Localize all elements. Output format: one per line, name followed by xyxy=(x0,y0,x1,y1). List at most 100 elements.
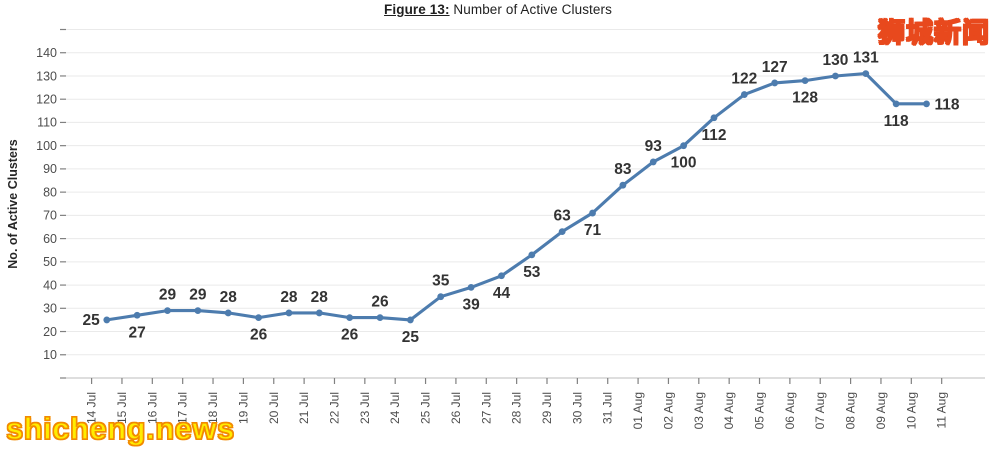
x-tick-label: 06 Aug xyxy=(783,392,797,429)
x-tick-label: 07 Aug xyxy=(813,392,827,429)
data-point-label: 130 xyxy=(822,52,848,69)
data-point xyxy=(133,311,141,319)
data-point-label: 28 xyxy=(280,289,298,306)
data-point xyxy=(771,79,779,87)
data-point xyxy=(740,91,748,98)
data-point xyxy=(710,114,718,122)
x-tick-label: 15 Jul xyxy=(115,392,129,424)
y-tick-label: 20 xyxy=(43,325,57,339)
data-point-label: 93 xyxy=(645,138,663,155)
data-point-label: 28 xyxy=(220,289,238,306)
data-point-label: 118 xyxy=(935,96,960,113)
data-point xyxy=(680,142,688,150)
x-tick-label: 03 Aug xyxy=(692,392,706,429)
x-tick-label: 11 Aug xyxy=(935,392,949,428)
data-point xyxy=(164,307,171,315)
data-point-label: 63 xyxy=(554,208,572,225)
x-tick-label: 24 Jul xyxy=(388,392,402,424)
x-tick-label: 21 Jul xyxy=(297,392,311,424)
x-tick-label: 27 Jul xyxy=(479,392,493,424)
y-tick-label: 50 xyxy=(43,255,57,269)
data-point xyxy=(194,307,202,315)
data-point-label: 25 xyxy=(402,329,420,346)
x-tick-label: 05 Aug xyxy=(753,392,767,429)
data-point xyxy=(315,309,323,317)
y-tick-label: 110 xyxy=(37,116,57,130)
data-point-label: 26 xyxy=(250,327,268,344)
y-axis-title: No. of Active Clusters xyxy=(6,139,20,268)
data-point-label: 122 xyxy=(731,71,757,88)
data-point-label: 25 xyxy=(83,312,101,329)
x-tick-label: 23 Jul xyxy=(358,392,372,424)
data-point xyxy=(528,251,536,259)
x-tick-label: 31 Jul xyxy=(601,392,615,424)
data-point xyxy=(285,309,293,317)
watermark-top-right: 狮城新闻 xyxy=(877,17,990,48)
y-tick-label: 70 xyxy=(43,209,57,223)
data-point-label: 131 xyxy=(853,50,879,67)
data-point xyxy=(558,228,566,236)
y-tick-label: 130 xyxy=(36,69,57,83)
data-point xyxy=(801,77,809,85)
y-tick-label: 30 xyxy=(43,302,57,316)
x-tick-label: 01 Aug xyxy=(631,392,645,429)
data-point-label: 44 xyxy=(493,285,511,302)
watermark-bottom-left: shicheng.news xyxy=(5,410,235,446)
data-point xyxy=(498,272,505,280)
data-point-label: 71 xyxy=(584,222,602,239)
x-tick-label: 17 Jul xyxy=(176,392,190,424)
data-point-label: 39 xyxy=(462,296,480,313)
data-point xyxy=(892,100,900,108)
chart-title: Figure 13: Number of Active Clusters xyxy=(0,2,996,17)
x-tick-label: 28 Jul xyxy=(510,392,524,424)
y-tick-label: 60 xyxy=(43,232,57,246)
y-tick-label: 90 xyxy=(43,162,57,176)
x-tick-label: 08 Aug xyxy=(844,392,858,429)
data-point xyxy=(923,100,930,108)
y-tick-label: 100 xyxy=(36,139,57,153)
data-point xyxy=(437,293,445,301)
data-point-label: 112 xyxy=(701,127,726,144)
data-point xyxy=(619,181,627,189)
data-point xyxy=(649,158,657,166)
x-tick-label: 18 Jul xyxy=(206,392,220,424)
data-point-label: 28 xyxy=(311,289,329,306)
data-point xyxy=(103,316,111,324)
data-point xyxy=(376,314,384,321)
data-point-label: 100 xyxy=(671,155,697,172)
x-tick-label: 30 Jul xyxy=(570,392,584,424)
y-tick-label: 40 xyxy=(43,278,57,292)
data-point-label: 26 xyxy=(341,327,359,344)
data-point xyxy=(406,316,414,324)
chart-title-text: Number of Active Clusters xyxy=(449,2,612,17)
y-tick-label: 80 xyxy=(43,185,57,199)
x-tick-label: 22 Jul xyxy=(327,392,341,424)
data-point xyxy=(832,72,839,80)
data-point-label: 26 xyxy=(371,294,389,311)
data-point xyxy=(255,314,262,321)
data-point-label: 83 xyxy=(614,161,632,178)
data-point xyxy=(589,209,596,217)
x-tick-label: 29 Jul xyxy=(540,392,554,424)
x-tick-label: 26 Jul xyxy=(449,392,463,424)
data-point-label: 29 xyxy=(159,287,177,304)
x-tick-label: 02 Aug xyxy=(661,392,675,429)
chart-title-prefix: Figure 13: xyxy=(384,2,450,17)
data-point-label: 118 xyxy=(884,113,909,130)
data-point-label: 35 xyxy=(432,273,450,290)
data-point-label: 29 xyxy=(189,287,207,304)
data-point xyxy=(467,283,475,291)
x-tick-label: 14 Jul xyxy=(85,392,99,424)
x-tick-label: 16 Jul xyxy=(145,392,159,424)
data-point-label: 53 xyxy=(523,264,541,281)
series-line xyxy=(105,72,929,322)
y-tick-label: 10 xyxy=(43,348,57,362)
data-point-label: 27 xyxy=(129,324,146,341)
y-tick-label: 120 xyxy=(36,93,57,107)
x-tick-label: 20 Jul xyxy=(267,392,281,424)
x-tick-label: 19 Jul xyxy=(236,392,250,424)
y-tick-label: 140 xyxy=(36,46,57,60)
data-point-label: 128 xyxy=(792,90,818,107)
